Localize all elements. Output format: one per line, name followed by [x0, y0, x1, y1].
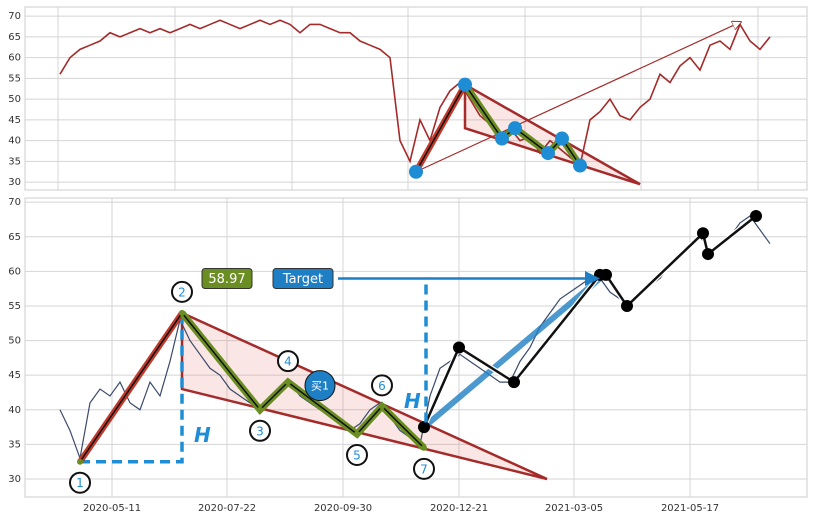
- y-tick-label: 65: [8, 32, 21, 43]
- pattern-point: [285, 379, 291, 386]
- y-tick-label: 60: [8, 266, 21, 277]
- pattern-label-ring: [346, 444, 368, 467]
- breakout-point: [600, 268, 612, 281]
- y-tick-label: 60: [8, 53, 21, 64]
- target-arrow: [422, 275, 602, 430]
- pattern-label: 5: [353, 449, 361, 463]
- pattern-label: 2: [178, 285, 186, 299]
- y-tick-label: 35: [8, 156, 21, 167]
- pattern-label-ring: [69, 471, 91, 494]
- pattern-point: [354, 431, 360, 438]
- breakout-point: [702, 248, 714, 261]
- buy-marker: [304, 370, 336, 402]
- pattern-point: [458, 77, 472, 92]
- target-value: 58.97: [208, 272, 245, 287]
- pattern-point: [257, 406, 263, 413]
- buy-label: 买1: [311, 380, 329, 393]
- pattern-label: 3: [256, 424, 264, 438]
- pattern-point: [409, 164, 423, 179]
- pattern-label: 4: [284, 355, 292, 369]
- y-tick-label: 45: [8, 115, 21, 126]
- target-box: [272, 267, 334, 289]
- pattern-point: [77, 458, 83, 465]
- y-tick-label: 55: [8, 73, 21, 84]
- y-tick-label: 55: [8, 301, 21, 312]
- y-tick-label: 40: [8, 136, 21, 147]
- x-tick-label: 2020-09-30: [314, 503, 372, 514]
- target-arrow: [415, 22, 740, 173]
- pattern-label: 6: [378, 379, 386, 393]
- pattern-point: [421, 444, 427, 451]
- pattern-point: [379, 403, 385, 410]
- y-tick-label: 70: [8, 197, 21, 208]
- y-tick-label: 50: [8, 94, 21, 105]
- pattern-label: 1: [76, 476, 84, 490]
- pattern-point: [541, 146, 555, 161]
- breakout-point: [508, 376, 520, 389]
- x-tick-label: 2020-05-11: [83, 503, 141, 514]
- breakout-point: [621, 299, 633, 312]
- pattern-point: [179, 309, 185, 316]
- breakout-point: [418, 421, 430, 434]
- pattern-point: [508, 121, 522, 136]
- pattern-label-ring: [413, 457, 435, 480]
- y-tick-label: 65: [8, 232, 21, 243]
- price-line: [59, 19, 771, 167]
- pattern-label-ring: [371, 374, 393, 397]
- pattern-label: 7: [420, 462, 428, 476]
- breakout-point: [453, 341, 465, 354]
- y-tick-label: 30: [8, 177, 21, 188]
- value-box: [201, 267, 253, 289]
- height-dash: [80, 312, 184, 464]
- pattern-point: [495, 131, 509, 146]
- x-tick-label: 2021-03-05: [545, 503, 603, 514]
- y-tick-label: 50: [8, 336, 21, 347]
- pattern-label-ring: [249, 419, 271, 442]
- x-tick-label: 2020-07-22: [198, 503, 256, 514]
- height-label: H: [404, 389, 421, 413]
- pattern-label-ring: [277, 350, 299, 373]
- pattern-point: [573, 158, 587, 173]
- plot-frame: [24, 6, 808, 191]
- y-tick-label: 30: [8, 474, 21, 485]
- pattern-point: [555, 131, 569, 146]
- target-label: Target: [282, 272, 323, 287]
- height-label: H: [194, 423, 211, 447]
- breakout-point: [697, 227, 709, 240]
- breakout-point: [750, 209, 762, 222]
- x-tick-label: 2021-05-17: [661, 503, 719, 514]
- y-tick-label: 70: [8, 11, 21, 22]
- pattern-label-ring: [171, 280, 193, 303]
- y-tick-label: 40: [8, 405, 21, 416]
- x-tick-label: 2020-12-21: [430, 503, 488, 514]
- y-tick-label: 45: [8, 370, 21, 381]
- y-tick-label: 35: [8, 439, 21, 450]
